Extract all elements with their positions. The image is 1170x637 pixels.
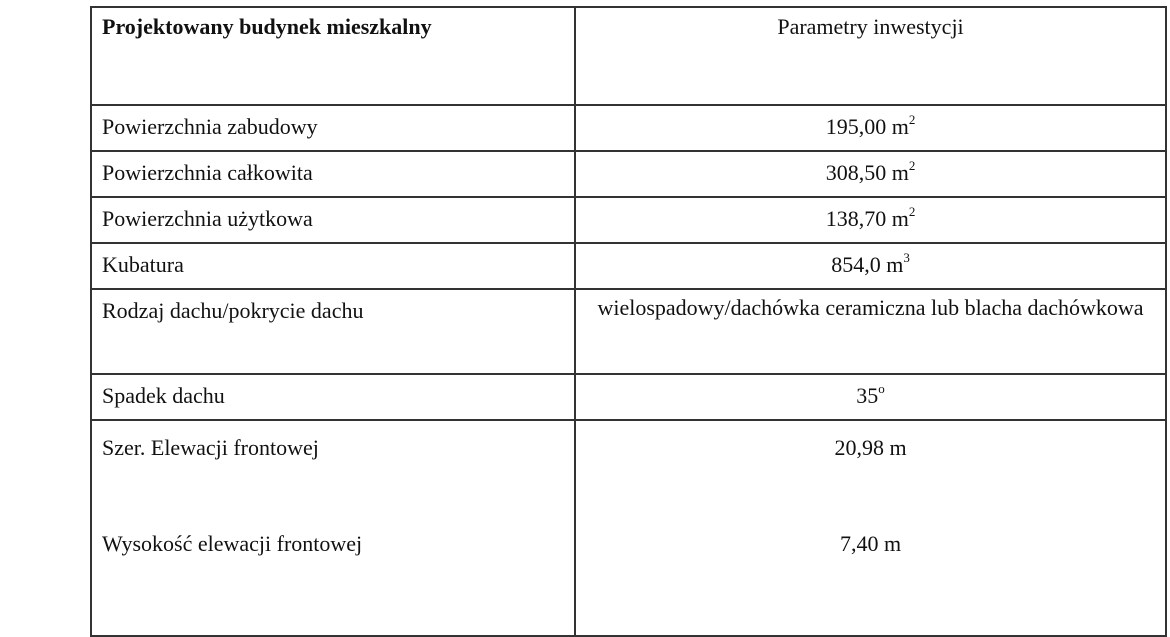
table-row: Powierzchnia użytkowa 138,70 m2 <box>90 196 1167 244</box>
table-row: Rodzaj dachu/pokrycie dachu wielospadowy… <box>90 288 1167 375</box>
front-height-value: 7,40 m <box>839 531 902 556</box>
table-row: Szer. Elewacji frontowej Wysokość elewac… <box>90 419 1167 637</box>
table-row: Powierzchnia zabudowy 195,00 m2 <box>90 104 1167 152</box>
header-parameters: Parametry inwestycji <box>574 6 1167 106</box>
front-width-value: 20,98 m <box>834 435 907 460</box>
row-value: 854,0 m3 <box>574 242 1167 290</box>
row-label: Powierzchnia zabudowy <box>90 104 576 152</box>
table-header-row: Projektowany budynek mieszkalny Parametr… <box>90 6 1167 106</box>
row-value: 35o <box>574 373 1167 421</box>
header-building: Projektowany budynek mieszkalny <box>90 6 576 106</box>
table-row: Powierzchnia całkowita 308,50 m2 <box>90 150 1167 198</box>
row-value: 138,70 m2 <box>574 196 1167 244</box>
row-value: 20,98 m 7,40 m <box>574 419 1167 637</box>
row-label: Szer. Elewacji frontowej Wysokość elewac… <box>90 419 576 637</box>
table-row: Spadek dachu 35o <box>90 373 1167 421</box>
row-label: Kubatura <box>90 242 576 290</box>
row-value: 195,00 m2 <box>574 104 1167 152</box>
row-label: Powierzchnia użytkowa <box>90 196 576 244</box>
investment-parameters-table: Projektowany budynek mieszkalny Parametr… <box>90 6 1167 637</box>
row-value: 308,50 m2 <box>574 150 1167 198</box>
row-label: Powierzchnia całkowita <box>90 150 576 198</box>
front-height-label: Wysokość elewacji frontowej <box>102 531 363 556</box>
front-width-label: Szer. Elewacji frontowej <box>102 435 319 460</box>
row-label: Rodzaj dachu/pokrycie dachu <box>90 288 576 375</box>
row-value: wielospadowy/dachówka ceramiczna lub bla… <box>574 288 1167 375</box>
row-label: Spadek dachu <box>90 373 576 421</box>
table-row: Kubatura 854,0 m3 <box>90 242 1167 290</box>
